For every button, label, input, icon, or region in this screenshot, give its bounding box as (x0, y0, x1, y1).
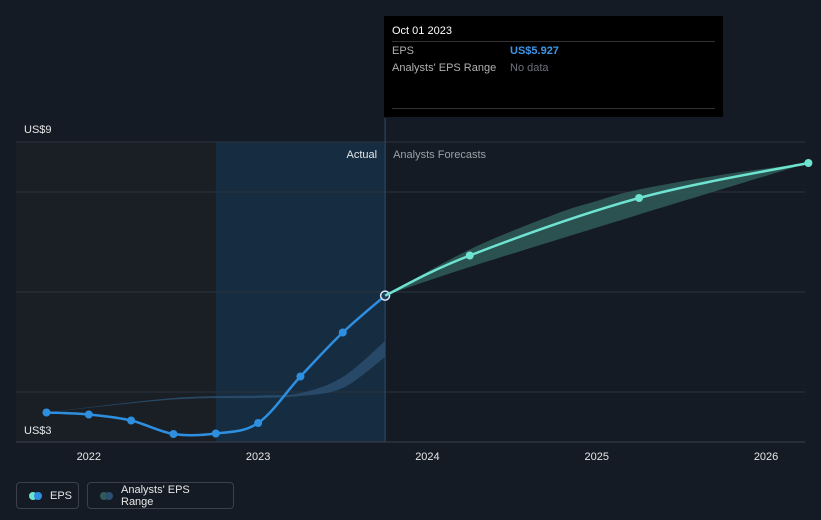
eps-actual-point (254, 419, 262, 427)
analysts-eps-range-band (385, 163, 808, 296)
tooltip-range-label: Analysts' EPS Range (392, 59, 496, 77)
eps-forecast-point (635, 194, 643, 202)
y-tick-label: US$9 (24, 124, 52, 136)
tooltip-range-row: Analysts' EPS Range No data (392, 59, 715, 77)
chart-tooltip: Oct 01 2023 EPS US$5.927 Analysts' EPS R… (384, 16, 723, 117)
tooltip-eps-row: EPS US$5.927 (392, 41, 715, 60)
eps-forecast-point (804, 159, 812, 167)
x-tick-label: 2023 (246, 451, 270, 463)
eps-actual-point (127, 417, 135, 425)
eps-forecast-line (385, 163, 808, 296)
eps-legend-icon (29, 492, 42, 500)
range-legend-icon (100, 492, 113, 500)
actual-region-label: Actual (347, 149, 378, 161)
legend-eps[interactable]: EPS (16, 482, 79, 509)
legend-range-label: Analysts' EPS Range (121, 484, 221, 508)
forecast-region-label: Analysts Forecasts (393, 149, 486, 161)
eps-actual-point (85, 411, 93, 419)
eps-actual-point (339, 329, 347, 337)
eps-actual-point (42, 409, 50, 417)
y-tick-label: US$3 (24, 425, 52, 437)
legend-analysts-range[interactable]: Analysts' EPS Range (87, 482, 234, 509)
legend-eps-label: EPS (50, 490, 72, 502)
eps-actual-point (169, 430, 177, 438)
tooltip-divider (392, 108, 715, 109)
tooltip-date: Oct 01 2023 (392, 25, 452, 37)
eps-actual-point (296, 373, 304, 381)
tooltip-range-value: No data (510, 59, 549, 77)
x-tick-label: 2025 (585, 451, 609, 463)
x-tick-label: 2022 (77, 451, 101, 463)
eps-actual-point (212, 430, 220, 438)
x-tick-label: 2024 (415, 451, 439, 463)
tooltip-eps-value: US$5.927 (510, 42, 559, 60)
eps-forecast-point (466, 252, 474, 260)
tooltip-eps-label: EPS (392, 42, 414, 60)
x-tick-label: 2026 (754, 451, 778, 463)
